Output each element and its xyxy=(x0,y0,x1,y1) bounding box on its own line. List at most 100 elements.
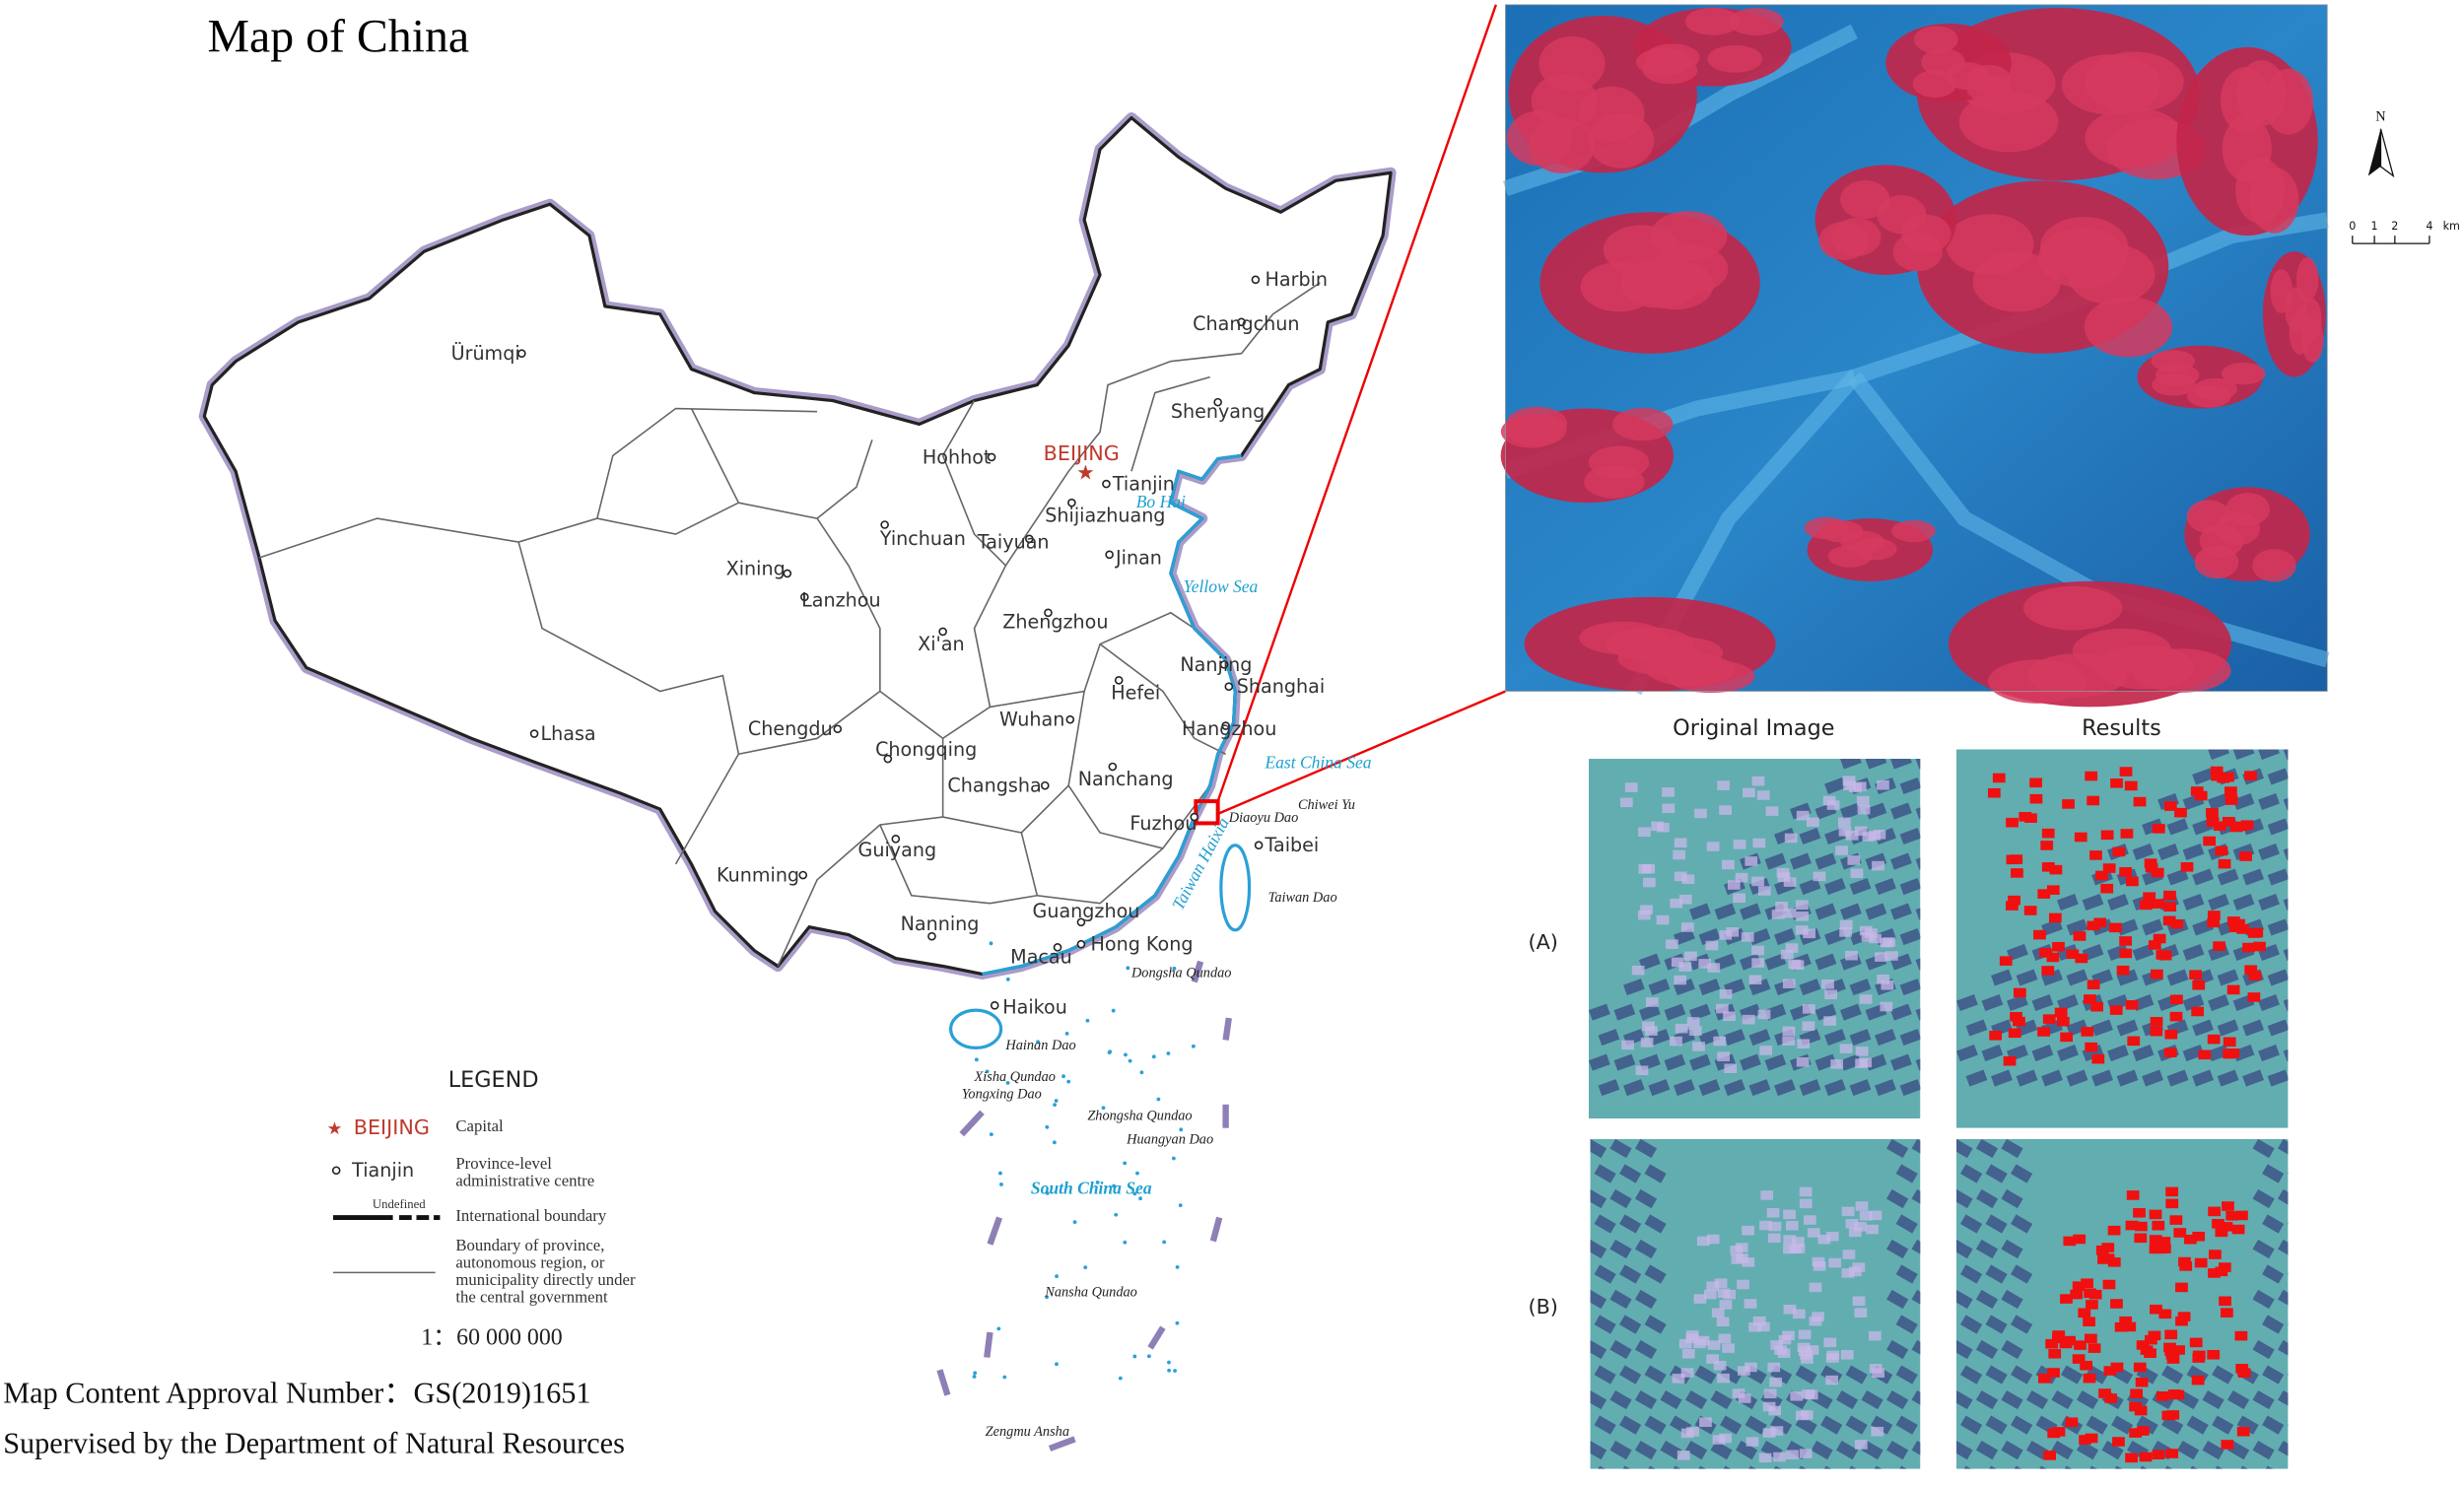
detected-cage xyxy=(2119,767,2133,777)
raft xyxy=(1875,1079,1896,1097)
raft xyxy=(2011,1415,2033,1435)
cage xyxy=(1806,1345,1819,1355)
raft xyxy=(2262,1214,2285,1234)
raft xyxy=(1619,1264,1642,1284)
raft xyxy=(1634,1138,1658,1159)
detected-cage xyxy=(2095,1245,2109,1255)
detected-cage xyxy=(2164,1329,2178,1340)
island-dot xyxy=(1114,1212,1119,1217)
raft xyxy=(2011,1315,2033,1334)
cage xyxy=(1748,1321,1761,1332)
row-label: (A) xyxy=(1529,930,1558,954)
raft xyxy=(1890,953,1912,971)
cage xyxy=(1783,877,1797,887)
cage xyxy=(1799,1186,1813,1197)
raft xyxy=(2208,893,2229,912)
cage xyxy=(1803,1215,1816,1225)
raft xyxy=(2116,1069,2139,1087)
city-label: Tianjin xyxy=(1112,472,1175,495)
cage xyxy=(1670,1036,1682,1047)
cage xyxy=(1759,1046,1773,1055)
detected-cage xyxy=(2123,1321,2137,1332)
cage xyxy=(1744,1299,1757,1309)
raft xyxy=(2166,868,2189,886)
vegetation xyxy=(2193,377,2237,401)
raft xyxy=(1634,1289,1658,1310)
cage xyxy=(1845,831,1859,841)
raft xyxy=(1849,979,1872,996)
cage xyxy=(1854,1308,1868,1318)
detected-cage xyxy=(2222,1201,2234,1211)
detected-cage xyxy=(2165,1449,2179,1458)
detected-cage xyxy=(2100,830,2114,841)
detected-cage xyxy=(2194,790,2208,801)
raft xyxy=(1594,1365,1616,1385)
island-dot xyxy=(1138,1196,1142,1201)
cage xyxy=(1719,930,1733,940)
raft xyxy=(2066,1019,2088,1037)
cage xyxy=(1837,817,1851,828)
detected-cage xyxy=(2163,890,2176,901)
cage xyxy=(1688,1026,1702,1037)
raft xyxy=(1861,1389,1883,1410)
raft xyxy=(1660,1440,1682,1460)
island-dot xyxy=(1118,1376,1123,1381)
detected-cage xyxy=(2215,845,2228,856)
island-dot xyxy=(1132,1191,1137,1196)
detected-cage xyxy=(2063,1335,2076,1346)
raft xyxy=(1594,1164,1616,1183)
vegetation xyxy=(1667,659,1755,694)
vegetation xyxy=(2221,67,2271,134)
island-dot xyxy=(1045,1295,1049,1300)
cage xyxy=(1770,1340,1784,1350)
raft xyxy=(2242,1019,2264,1037)
raft xyxy=(1911,1389,1921,1410)
legend-centre: Province-level xyxy=(455,1154,552,1173)
raft xyxy=(2262,1365,2285,1385)
nine-dash xyxy=(1191,960,1204,983)
cage xyxy=(1733,893,1745,904)
island-dot xyxy=(1126,966,1130,971)
raft xyxy=(1899,878,1921,896)
island-dot xyxy=(1162,1240,1167,1245)
detected-cage xyxy=(2110,1299,2123,1309)
detected-cage xyxy=(2163,801,2177,811)
detected-cage xyxy=(2063,1236,2077,1247)
raft xyxy=(2157,843,2179,861)
raft xyxy=(2016,969,2038,986)
cage xyxy=(1869,1210,1882,1221)
detected-cage xyxy=(2208,1268,2221,1278)
raft xyxy=(2082,1045,2104,1062)
raft xyxy=(2267,868,2289,886)
raft xyxy=(1895,1164,1918,1183)
detected-cage xyxy=(2065,1417,2079,1428)
raft xyxy=(1975,1289,1999,1310)
raft xyxy=(1609,1188,1632,1209)
raft xyxy=(1899,928,1921,946)
cage xyxy=(1770,1426,1784,1436)
sea-label: South China Sea xyxy=(1031,1179,1152,1198)
cage xyxy=(1812,1256,1825,1267)
raft xyxy=(1865,802,1887,820)
cage xyxy=(1856,795,1870,806)
raft xyxy=(1588,1053,1610,1071)
raft xyxy=(1814,1003,1837,1021)
city-label: Hefei xyxy=(1111,681,1160,704)
cage xyxy=(1796,912,1809,921)
city-label: Hohhot xyxy=(923,445,992,468)
cage xyxy=(1765,806,1779,816)
detected-cage xyxy=(2049,864,2063,875)
raft xyxy=(2031,994,2054,1012)
city-dot xyxy=(798,870,808,880)
island-dot xyxy=(1111,1008,1116,1013)
detected-cage xyxy=(2152,1220,2165,1231)
raft xyxy=(1664,1003,1686,1021)
island-dot xyxy=(1128,1058,1132,1063)
detected-cage xyxy=(2090,1001,2103,1012)
raft xyxy=(2258,893,2280,912)
cage xyxy=(1711,1308,1725,1318)
raft xyxy=(1714,1053,1737,1071)
raft xyxy=(2182,843,2205,861)
detected-cage xyxy=(2143,892,2156,903)
raft xyxy=(1824,777,1846,795)
